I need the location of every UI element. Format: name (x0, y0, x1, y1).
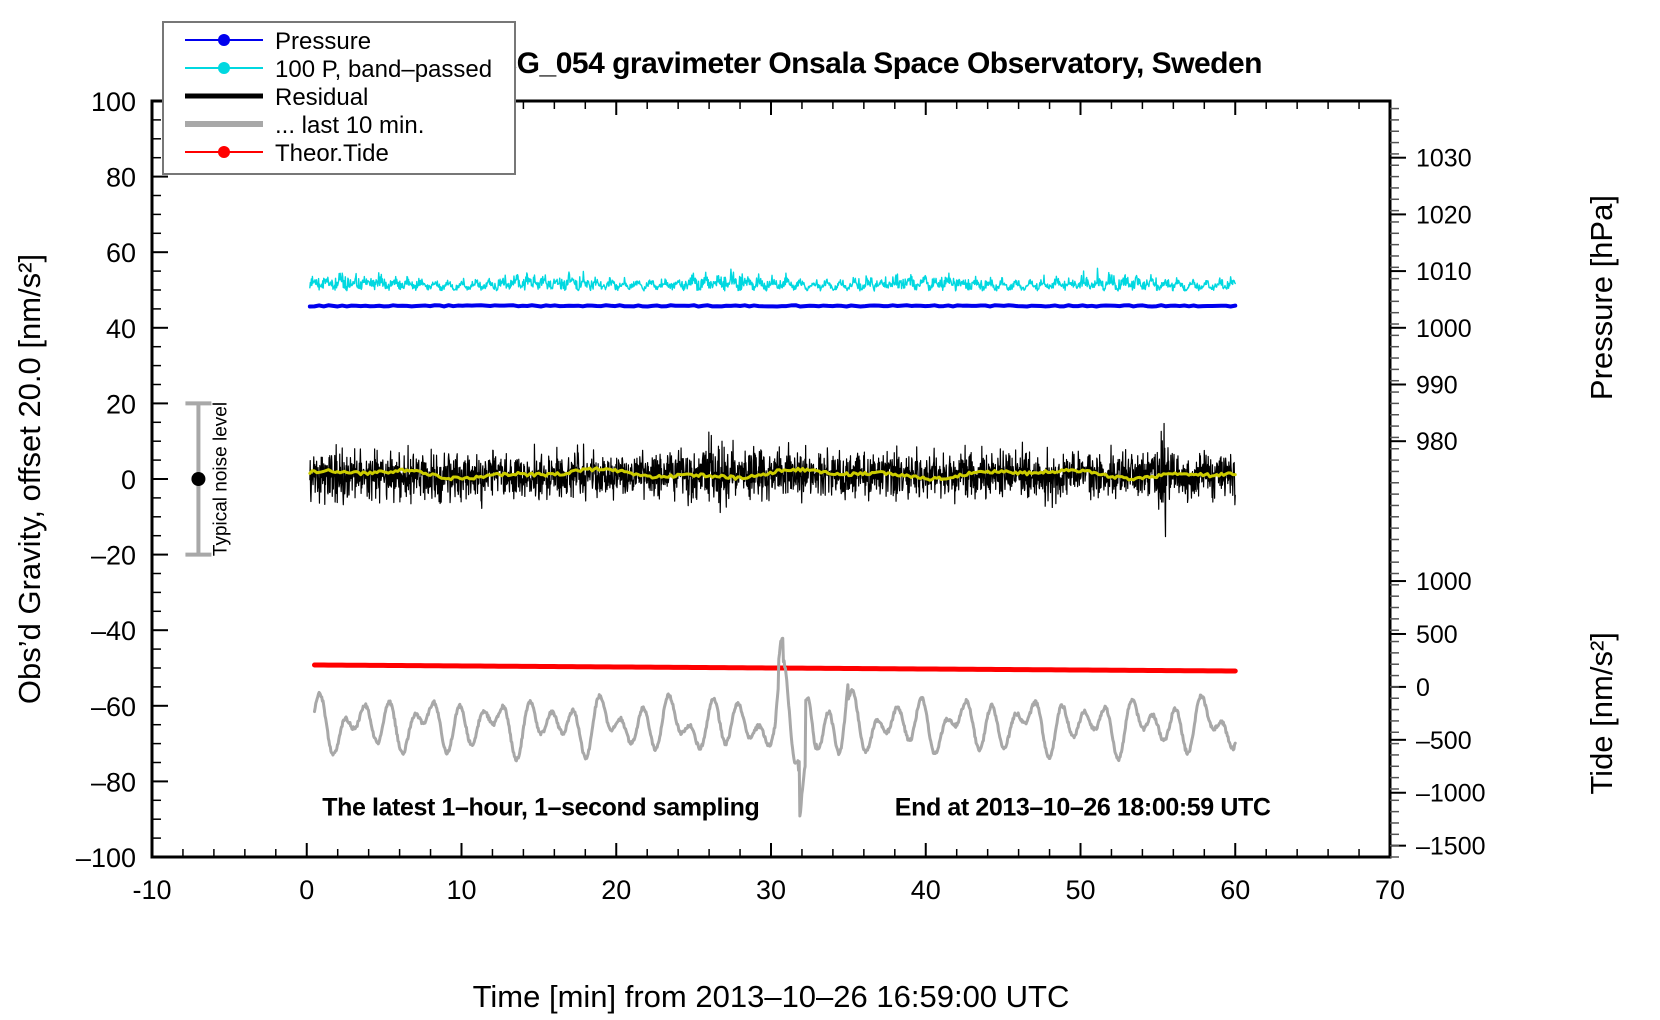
legend-label-4: Theor.Tide (275, 140, 389, 167)
legend-label-0: Pressure (275, 28, 371, 55)
y-tick-label: –20 (91, 541, 136, 571)
x-tick-label: 10 (446, 875, 476, 905)
legend-label-1: 100 P, band–passed (275, 56, 492, 83)
page-title: SCG_054 gravimeter Onsala Space Observat… (476, 47, 1262, 80)
x-tick-label: 40 (911, 875, 941, 905)
tide-axis-label: Tide [nm/s²] (1584, 632, 1619, 795)
y-axis-label: Obs’d Gravity, offset 20.0 [nm/s²] (12, 254, 47, 704)
y-tick-label: 0 (121, 465, 136, 495)
series-residual (309, 422, 1236, 538)
series-pressure (307, 303, 1238, 309)
series-residual-smoothed (308, 466, 1237, 482)
y-tick-label: –100 (76, 843, 136, 873)
pressure-tick-label: 1030 (1416, 145, 1472, 173)
y-tick-label: 40 (106, 314, 136, 344)
y-tick-label: –60 (91, 692, 136, 722)
tide-tick-label: 500 (1416, 621, 1458, 649)
pressure-tick-label: 1000 (1416, 315, 1472, 343)
pressure-tick-label: 1010 (1416, 258, 1472, 286)
tide-tick-label: 1000 (1416, 568, 1472, 596)
x-tick-label: 20 (601, 875, 631, 905)
noise-level-label: Typical noise level (210, 402, 231, 556)
tide-tick-label: –1500 (1416, 833, 1486, 861)
x-tick-label: 70 (1375, 875, 1405, 905)
y-tick-label: 60 (106, 238, 136, 268)
tide-tick-label: –1000 (1416, 780, 1486, 808)
y-tick-label: 20 (106, 389, 136, 419)
legend-marker-0 (218, 34, 230, 46)
end-time-note: End at 2013–10–26 18:00:59 UTC (895, 793, 1271, 821)
pressure-tick-label: 980 (1416, 428, 1458, 456)
legend-marker-4 (218, 146, 230, 158)
x-tick-label: 0 (299, 875, 314, 905)
pressure-axis-label: Pressure [hPa] (1584, 195, 1619, 400)
tide-tick-label: 0 (1416, 674, 1430, 702)
x-tick-label: -10 (132, 875, 171, 905)
x-tick-label: 30 (756, 875, 786, 905)
x-tick-label: 60 (1220, 875, 1250, 905)
x-tick-label: 50 (1065, 875, 1095, 905)
legend-label-3: ... last 10 min. (275, 112, 424, 139)
y-tick-label: 80 (106, 163, 136, 193)
series-100-p-band-passed (309, 267, 1236, 292)
y-tick-label: –80 (91, 767, 136, 797)
x-axis-label: Time [min] from 2013–10–26 16:59:00 UTC (473, 979, 1070, 1014)
sampling-note: The latest 1–hour, 1–second sampling (322, 793, 759, 821)
y-tick-label: 100 (91, 87, 136, 117)
pressure-tick-label: 1020 (1416, 201, 1472, 229)
series-theor-tide (311, 662, 1238, 674)
noise-level-dot (191, 472, 206, 486)
series--last-10-min- (312, 636, 1237, 818)
pressure-tick-label: 990 (1416, 372, 1458, 400)
legend-marker-1 (218, 62, 230, 74)
y-tick-label: –40 (91, 616, 136, 646)
legend-label-2: Residual (275, 84, 368, 111)
tide-tick-label: –500 (1416, 727, 1472, 755)
